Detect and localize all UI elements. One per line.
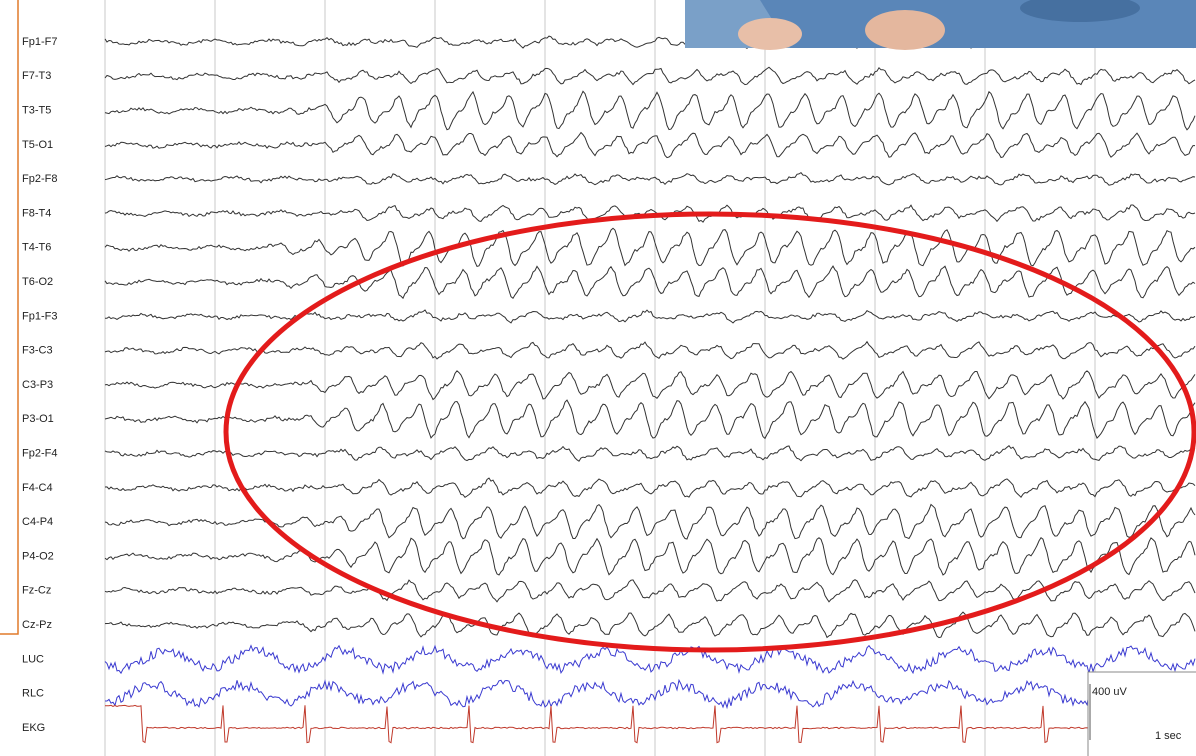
channel-label: T6-O2 — [22, 276, 53, 288]
trace — [104, 204, 1196, 223]
channel-label: P4-O2 — [22, 550, 54, 562]
trace — [104, 309, 1196, 324]
photo-hand — [865, 10, 945, 50]
trace — [104, 444, 1196, 462]
label-frame — [0, 0, 19, 635]
channel-label: F3-C3 — [22, 345, 53, 357]
trace — [104, 704, 1196, 744]
channel-label: F7-T3 — [22, 70, 51, 82]
channel-label: T5-O1 — [22, 139, 53, 151]
trace — [104, 536, 1196, 576]
channel-label: EKG — [22, 722, 45, 734]
channel-label: T4-T6 — [22, 242, 51, 254]
channel-label: Fp1-F3 — [22, 310, 57, 322]
trace — [104, 370, 1196, 401]
second-grid — [104, 0, 1096, 756]
trace — [104, 611, 1196, 639]
channel-labels: Fp1-F7 F7-T3 T3-T5 T5-O1 Fp2-F8 F8-T4 T4-T6 T6-… — [22, 36, 57, 734]
trace — [104, 265, 1196, 300]
trace — [104, 66, 1196, 86]
trace — [104, 131, 1195, 159]
trace — [105, 678, 1196, 710]
trace — [104, 340, 1196, 360]
photo-hand — [738, 18, 802, 50]
photo-inset — [685, 0, 1196, 50]
channel-label: RLC — [22, 688, 44, 700]
channel-label: P3-O1 — [22, 413, 54, 425]
channel-label: Cz-Pz — [22, 619, 52, 631]
trace — [104, 477, 1196, 498]
trace — [104, 503, 1196, 540]
channel-label: T3-T5 — [22, 105, 51, 117]
channel-label: Fz-Cz — [22, 585, 51, 597]
trace — [104, 90, 1196, 131]
channel-label: Fp2-F8 — [22, 173, 57, 185]
channel-label: C4-P4 — [22, 516, 53, 528]
scale-time: 1 sec — [1155, 730, 1182, 742]
trace — [104, 227, 1196, 268]
scale-amplitude: 400 uV — [1092, 686, 1128, 698]
photo-fold — [1020, 0, 1140, 22]
channel-label: F4-C4 — [22, 482, 53, 494]
scale-box: 400 uV 1 sec — [1087, 671, 1196, 756]
channel-label: C3-P3 — [22, 379, 53, 391]
channel-label: Fp1-F7 — [22, 36, 57, 48]
channel-label: F8-T4 — [22, 207, 51, 219]
highlight-ellipse — [223, 211, 1196, 653]
trace — [104, 172, 1196, 186]
trace — [104, 579, 1196, 603]
trace — [104, 399, 1196, 440]
scale-frame — [1087, 671, 1196, 756]
trace — [104, 644, 1196, 675]
channel-label: LUC — [22, 653, 44, 665]
channel-label: Fp2-F4 — [22, 448, 57, 460]
